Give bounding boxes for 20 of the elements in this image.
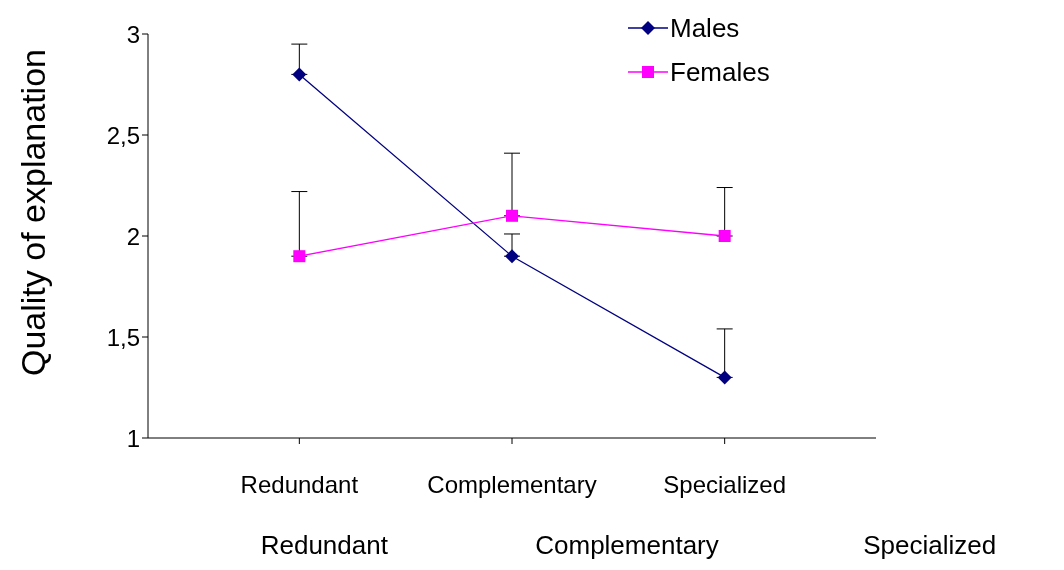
- point: [718, 230, 731, 242]
- x-tick-label: Specialized: [663, 471, 787, 499]
- text: Specialized: [862, 530, 998, 561]
- point: [292, 67, 307, 82]
- point: [717, 370, 732, 385]
- x-tick-label: Complementary: [427, 471, 597, 499]
- y-axis-title: Quality of explanation: [14, 49, 53, 376]
- text: Redundant: [259, 530, 389, 561]
- x-tick-label: Redundant: [240, 471, 359, 499]
- text: Complementary: [534, 530, 720, 561]
- y-tick-label: 1,5: [106, 323, 140, 351]
- point: [293, 250, 306, 263]
- legend-label: Females: [670, 56, 770, 88]
- y-tick-label: 1: [126, 424, 140, 452]
- y-tick-label: 3: [126, 20, 140, 48]
- point: [506, 209, 518, 222]
- y-tick-label: 2: [126, 222, 140, 250]
- y-tick-label: 2,5: [106, 121, 140, 149]
- legend-label: Males: [670, 12, 740, 44]
- point: [505, 249, 519, 264]
